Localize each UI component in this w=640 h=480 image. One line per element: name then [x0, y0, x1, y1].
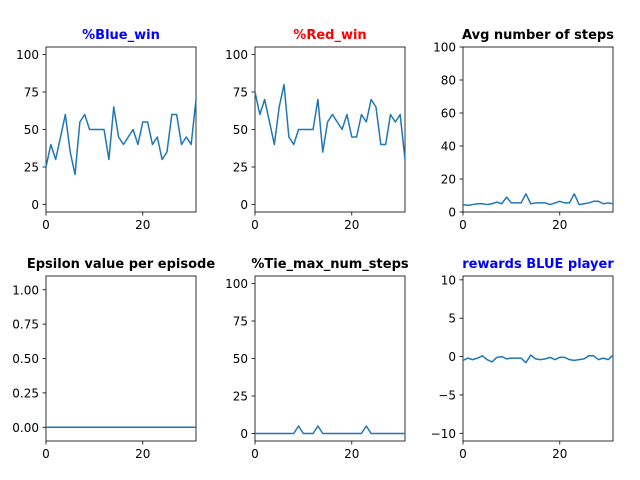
panel-avg-number-of-steps-xtick-label: 20 [552, 218, 567, 232]
panel-avg-number-of-steps-ytick-label: 100 [433, 41, 456, 55]
panel-avg-number-of-steps-ytick-label: 60 [441, 107, 456, 121]
panel-red-win: %Red_win 0 20 0 25 50 75 100 [225, 28, 406, 232]
panel-blue-win-xtick-label: 0 [42, 218, 50, 232]
panel-rewards-blue-player-title: rewards BLUE player [462, 257, 614, 272]
panel-avg-number-of-steps-ytick-label: 20 [441, 173, 456, 187]
panel-epsilon-value-per-episode-ytick-label: 0.50 [12, 352, 39, 366]
panel-rewards-blue-player-axes-frame [462, 275, 614, 442]
panel-epsilon-value-per-episode-title: Epsilon value per episode [27, 257, 215, 272]
panel-epsilon-value-per-episode: Epsilon value per episode 0 20 0.00 0.25 0.50… [12, 257, 215, 461]
panel-avg-number-of-steps-ytick-label: 0 [448, 206, 456, 220]
panel-tie-max-num-steps-axes-frame [254, 275, 406, 442]
panel-tie-max-num-steps-xtick-label: 20 [344, 447, 359, 461]
panel-tie-max-num-steps-ytick-label: 25 [233, 390, 248, 404]
panel-avg-number-of-steps-xtick-label: 0 [459, 218, 467, 232]
panel-rewards-blue-player-ytick-label: 10 [441, 273, 456, 287]
panel-epsilon-value-per-episode-ytick-label: 0.25 [12, 386, 39, 400]
panel-rewards-blue-player-ytick-label: 5 [448, 312, 456, 326]
panel-blue-win-ytick-label: 100 [16, 48, 39, 62]
panel-blue-win-xtick-label: 20 [135, 218, 150, 232]
panel-rewards-blue-player-series-line [462, 354, 614, 364]
panel-epsilon-value-per-episode-axes-frame [45, 275, 197, 442]
panel-red-win-xtick-label: 0 [251, 218, 259, 232]
panel-epsilon-value-per-episode-xtick-label: 20 [135, 447, 150, 461]
panel-epsilon-value-per-episode-ytick-label: 0.00 [12, 421, 39, 435]
panel-tie-max-num-steps-series-line [255, 425, 405, 435]
panel-avg-number-of-steps-ytick-label: 40 [441, 140, 456, 154]
panel-red-win-series-line [254, 83, 406, 160]
panel-tie-max-num-steps-xtick-label: 0 [251, 447, 259, 461]
panel-blue-win-ytick-label: 0 [31, 198, 39, 212]
panel-blue-win-ytick-label: 50 [24, 123, 39, 137]
panel-red-win-ytick-label: 100 [225, 48, 248, 62]
panel-rewards-blue-player: rewards BLUE player 0 20 −10 −5 0 5 10 [431, 257, 615, 461]
panel-red-win-ytick-label: 50 [233, 123, 248, 137]
panel-tie-max-num-steps-ytick-label: 75 [233, 315, 248, 329]
panel-red-win-xtick-label: 20 [344, 218, 359, 232]
panel-avg-number-of-steps: Avg number of steps 0 20 0 20 40 60 80 100 [433, 28, 614, 232]
panel-avg-number-of-steps-title: Avg number of steps [462, 28, 614, 43]
panel-blue-win-axes-frame [45, 46, 197, 213]
panel-epsilon-value-per-episode-xtick-label: 0 [42, 447, 50, 461]
panel-rewards-blue-player-ytick-label: −10 [431, 427, 456, 441]
panel-red-win-title: %Red_win [293, 28, 366, 43]
panel-blue-win: %Blue_win 0 20 0 25 50 75 100 [16, 28, 197, 232]
panel-blue-win-series-line [45, 99, 197, 176]
panel-tie-max-num-steps-ytick-label: 50 [233, 352, 248, 366]
panel-tie-max-num-steps-ytick-label: 0 [240, 427, 248, 441]
panel-red-win-ytick-label: 75 [233, 86, 248, 100]
panel-blue-win-title: %Blue_win [82, 28, 160, 43]
panel-epsilon-value-per-episode-ytick-label: 0.75 [12, 318, 39, 332]
panel-avg-number-of-steps-ytick-label: 80 [441, 74, 456, 88]
panel-blue-win-ytick-label: 75 [24, 86, 39, 100]
panel-rewards-blue-player-ytick-label: 0 [448, 350, 456, 364]
panel-avg-number-of-steps-axes-frame [462, 46, 614, 213]
panel-rewards-blue-player-xtick-label: 20 [552, 447, 567, 461]
panel-avg-number-of-steps-series-line [462, 193, 614, 207]
panel-tie-max-num-steps-ytick-label: 100 [225, 277, 248, 291]
panel-tie-max-num-steps: %Tie_max_num_steps 0 20 0 25 50 75 100 [225, 257, 409, 461]
panel-red-win-axes-frame [254, 46, 406, 213]
panel-rewards-blue-player-xtick-label: 0 [459, 447, 467, 461]
panel-tie-max-num-steps-title: %Tie_max_num_steps [251, 257, 409, 272]
panel-rewards-blue-player-ytick-label: −5 [438, 388, 456, 402]
panel-epsilon-value-per-episode-ytick-label: 1.00 [12, 283, 39, 297]
panel-red-win-ytick-label: 0 [240, 198, 248, 212]
panel-red-win-ytick-label: 25 [233, 161, 248, 175]
panel-blue-win-ytick-label: 25 [24, 161, 39, 175]
